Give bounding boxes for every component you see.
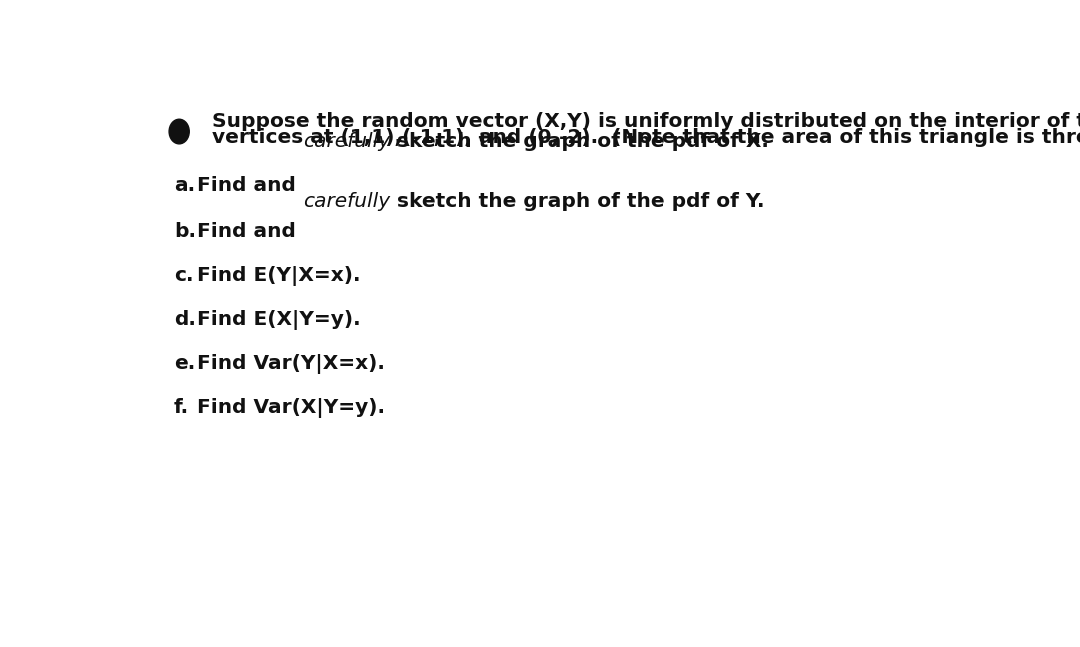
- Text: Find and: Find and: [197, 176, 302, 195]
- Text: vertices at (1,1),(-1,1), and (0,-2).  (Note that the area of this triangle is t: vertices at (1,1),(-1,1), and (0,-2). (N…: [213, 128, 1080, 147]
- Ellipse shape: [170, 119, 189, 144]
- Text: a.: a.: [174, 176, 194, 195]
- Text: Find E(X|Y=y).: Find E(X|Y=y).: [197, 310, 361, 330]
- Text: sketch the graph of the pdf of Y.: sketch the graph of the pdf of Y.: [390, 192, 765, 211]
- Text: f.: f.: [174, 398, 189, 417]
- Text: carefully: carefully: [302, 132, 390, 151]
- Text: carefully: carefully: [302, 192, 390, 211]
- Text: Find E(Y|X=x).: Find E(Y|X=x).: [197, 266, 361, 286]
- Text: Suppose the random vector (X,Y) is uniformly distributed on the interior of the : Suppose the random vector (X,Y) is unifo…: [213, 112, 1080, 131]
- Text: sketch the graph of the pdf of X.: sketch the graph of the pdf of X.: [390, 132, 769, 151]
- Text: d.: d.: [174, 310, 195, 329]
- Text: Find Var(Y|X=x).: Find Var(Y|X=x).: [197, 354, 384, 374]
- Text: c.: c.: [174, 266, 193, 285]
- Text: Find and: Find and: [197, 222, 302, 241]
- Text: e.: e.: [174, 354, 195, 373]
- Text: Find Var(X|Y=y).: Find Var(X|Y=y).: [197, 398, 384, 417]
- Text: b.: b.: [174, 222, 195, 241]
